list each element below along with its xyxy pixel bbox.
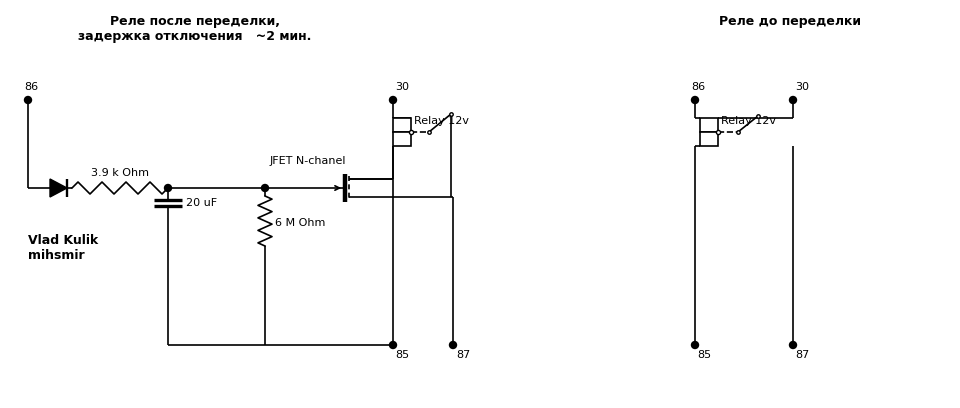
Text: 6 M Ohm: 6 M Ohm [275, 218, 325, 228]
Text: 30: 30 [395, 82, 409, 92]
Bar [700, 132, 718, 146]
Text: 30: 30 [795, 82, 809, 92]
Circle shape [164, 184, 172, 191]
Circle shape [25, 97, 32, 104]
Text: Реле после переделки,
задержка отключения   ~2 мин.: Реле после переделки, задержка отключени… [79, 15, 312, 43]
Circle shape [691, 97, 699, 104]
Text: Relay 12v: Relay 12v [414, 116, 469, 126]
Bar [393, 132, 411, 146]
Circle shape [789, 97, 797, 104]
Text: 86: 86 [691, 82, 706, 92]
Text: Реле до переделки: Реле до переделки [719, 15, 861, 28]
Circle shape [449, 341, 457, 348]
Text: JFET N-chanel: JFET N-chanel [270, 156, 347, 166]
Polygon shape [50, 179, 67, 197]
Text: 3.9 k Ohm: 3.9 k Ohm [91, 168, 149, 178]
Bar [700, 118, 718, 132]
Circle shape [390, 97, 396, 104]
Circle shape [390, 341, 396, 348]
Text: 85: 85 [697, 350, 711, 360]
Text: 87: 87 [456, 350, 470, 360]
Text: 86: 86 [24, 82, 38, 92]
Text: Vlad Kulik
mihsmir: Vlad Kulik mihsmir [28, 234, 98, 262]
Circle shape [789, 341, 797, 348]
Text: 20 uF: 20 uF [186, 198, 217, 208]
Circle shape [691, 341, 699, 348]
Text: Relay 12v: Relay 12v [721, 116, 776, 126]
Text: 87: 87 [795, 350, 809, 360]
Text: 85: 85 [395, 350, 409, 360]
Circle shape [261, 184, 269, 191]
Bar [393, 118, 411, 132]
